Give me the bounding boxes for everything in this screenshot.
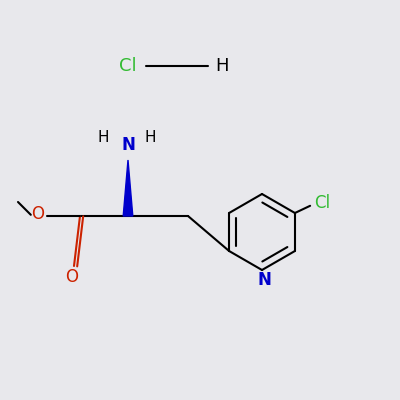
Text: O: O	[66, 268, 78, 286]
Text: N: N	[257, 272, 271, 290]
Text: N: N	[121, 136, 135, 154]
Polygon shape	[123, 160, 133, 216]
Text: H: H	[98, 130, 109, 146]
Text: Cl: Cl	[314, 194, 330, 212]
Text: H: H	[215, 57, 229, 75]
Text: Cl: Cl	[119, 57, 137, 75]
Text: H: H	[144, 130, 156, 146]
Text: O: O	[32, 205, 44, 223]
